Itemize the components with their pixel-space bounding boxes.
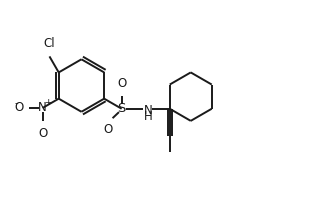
Text: O: O xyxy=(14,101,23,114)
Text: O: O xyxy=(104,123,113,136)
Text: N: N xyxy=(38,101,47,114)
Text: S: S xyxy=(117,102,126,115)
Text: H: H xyxy=(143,110,152,123)
Text: O: O xyxy=(117,77,126,90)
Text: O: O xyxy=(38,128,47,140)
Text: N: N xyxy=(143,104,152,117)
Text: -: - xyxy=(15,98,19,108)
Text: Cl: Cl xyxy=(44,37,55,50)
Text: +: + xyxy=(44,98,52,107)
